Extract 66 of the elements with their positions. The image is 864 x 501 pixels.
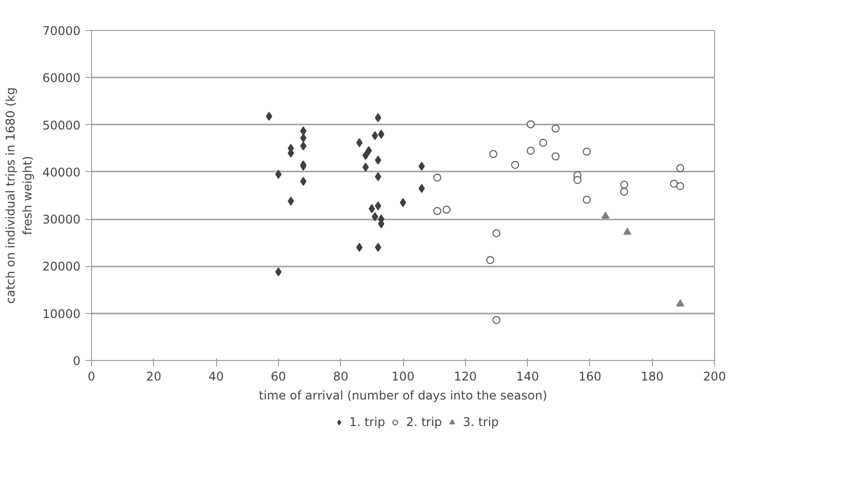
point <box>492 316 500 324</box>
x-tick-label: 60 <box>270 370 286 384</box>
x-tick-label: 160 <box>578 370 602 384</box>
point <box>676 164 684 172</box>
point <box>526 146 535 155</box>
y-tick-label: 50000 <box>42 118 81 132</box>
point <box>676 299 684 306</box>
point <box>526 120 535 128</box>
point <box>374 156 382 165</box>
point <box>492 229 500 238</box>
point <box>486 256 494 264</box>
point <box>356 242 363 252</box>
point <box>573 176 582 184</box>
point <box>601 212 610 219</box>
point <box>623 228 632 235</box>
point <box>670 180 678 188</box>
point <box>582 196 591 204</box>
x-tick-label: 80 <box>333 370 348 384</box>
point <box>552 124 560 133</box>
point <box>442 206 451 214</box>
point <box>676 182 684 190</box>
point <box>433 174 442 182</box>
point <box>300 142 306 150</box>
point <box>374 201 382 210</box>
point <box>372 131 378 140</box>
point <box>275 170 282 179</box>
legend-label: 2. trip <box>406 415 442 429</box>
y-tick-label: 10000 <box>42 306 81 321</box>
point <box>489 150 498 158</box>
point <box>552 152 560 160</box>
point <box>266 112 272 121</box>
legend-label: 1. trip <box>349 415 386 429</box>
point <box>362 150 369 160</box>
y-tick-label: 0 <box>72 354 81 368</box>
point <box>400 198 406 208</box>
x-tick-label: 20 <box>146 370 162 384</box>
y-tick-label: 20000 <box>42 260 81 274</box>
x-tick-label: 120 <box>454 370 477 384</box>
point <box>374 172 382 182</box>
point <box>356 138 363 148</box>
point <box>620 180 628 189</box>
point <box>362 162 369 172</box>
x-axis-title: time of arrival (number of days into the season) <box>258 388 548 402</box>
x-tick-label: 0 <box>88 370 96 384</box>
x-tick-label: 100 <box>392 370 414 384</box>
point <box>275 267 282 276</box>
y-tick-label: 70000 <box>42 24 81 38</box>
x-tick-label: 140 <box>516 370 540 384</box>
point <box>582 148 591 156</box>
y-axis-title: catch on individual trips in 1680 (kg fresh weight) <box>4 87 34 304</box>
point <box>374 242 382 252</box>
point <box>433 207 442 216</box>
point <box>368 204 376 214</box>
x-tick-label: 180 <box>640 370 664 384</box>
point <box>374 113 382 122</box>
y-tick-label: 30000 <box>42 212 81 227</box>
legend-label: 3. trip <box>462 415 499 429</box>
point <box>372 212 378 222</box>
point <box>620 188 628 196</box>
point <box>288 196 294 206</box>
x-tick-label: 40 <box>208 370 224 384</box>
y-tick-label: 60000 <box>42 71 81 86</box>
x-tick-label: 200 <box>703 370 726 384</box>
y-tick-label: 40000 <box>42 165 81 180</box>
point <box>511 160 520 169</box>
point <box>539 138 548 147</box>
